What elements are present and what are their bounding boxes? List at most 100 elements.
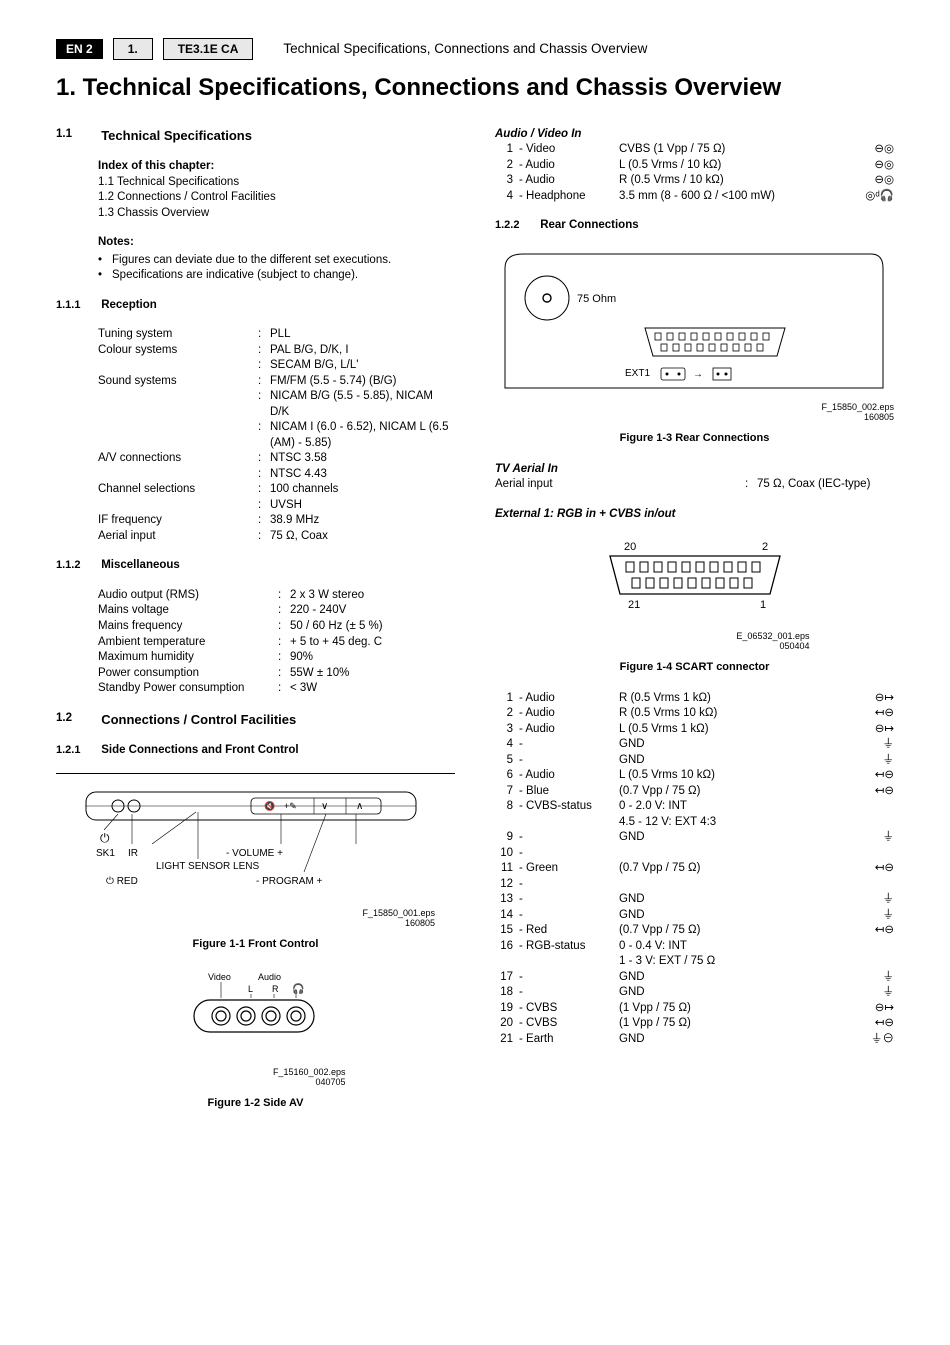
svg-text:🔇: 🔇 bbox=[264, 800, 275, 811]
audio-video-in-list: 1- VideoCVBS (1 Vpp / 75 Ω)⊖◎2- AudioL (… bbox=[495, 142, 894, 204]
spec-row: Colour systems:PAL B/G, D/K, I bbox=[98, 343, 455, 359]
tv-aerial-in-title: TV Aerial In bbox=[495, 462, 894, 478]
scart-pin-row: 19- CVBS(1 Vpp / 75 Ω)⊖↦ bbox=[495, 1001, 894, 1017]
spec-row: Standby Power consumption:< 3W bbox=[98, 681, 455, 697]
figure-1-2-caption: Figure 1-2 Side AV bbox=[56, 1096, 455, 1111]
spec-row: :NTSC 4.43 bbox=[98, 467, 455, 483]
index-title: Index of this chapter: bbox=[98, 159, 455, 175]
sect-1-1-title: Technical Specifications bbox=[101, 128, 252, 143]
scart-pin-row: 15- Red(0.7 Vpp / 75 Ω)↤⊖ bbox=[495, 923, 894, 939]
scart-pin-row: 10- bbox=[495, 846, 894, 862]
sect-1-1-num: 1.1 bbox=[56, 127, 98, 143]
figure-1-4-caption: Figure 1-4 SCART connector bbox=[495, 660, 894, 675]
svg-text:L: L bbox=[248, 984, 253, 994]
scart-pin-row: 18-GND⏚ bbox=[495, 985, 894, 1001]
index-item: 1.3 Chassis Overview bbox=[98, 206, 455, 222]
sect-1-2-2-num: 1.2.2 bbox=[495, 218, 537, 233]
scart-pin-row: 12- bbox=[495, 877, 894, 893]
aerial-input-label: Aerial input bbox=[495, 477, 655, 493]
av-io-row: 1- VideoCVBS (1 Vpp / 75 Ω)⊖◎ bbox=[495, 142, 894, 158]
figure-1-2-side-av: Video Audio L R 🎧 F_15160_002.eps 040705… bbox=[56, 968, 455, 1111]
spec-row: Maximum humidity:90% bbox=[98, 650, 455, 666]
misc-specs: Audio output (RMS):2 x 3 W stereoMains v… bbox=[98, 588, 455, 697]
svg-text:75 Ohm: 75 Ohm bbox=[577, 293, 616, 305]
main-title: 1. Technical Specifications, Connections… bbox=[56, 72, 894, 104]
spec-row: Audio output (RMS):2 x 3 W stereo bbox=[98, 588, 455, 604]
scart-pin-row: 5-GND⏚ bbox=[495, 753, 894, 769]
divider bbox=[56, 773, 455, 774]
svg-text:EXT1: EXT1 bbox=[625, 368, 650, 379]
header-lang-badge: EN 2 bbox=[56, 39, 103, 59]
figure-1-1-front-control: 🔇 +✎ ∨ ∧ ⏻ SK1 IR - VOLUME + LIGHT SENSO… bbox=[56, 784, 455, 952]
page-header: EN 2 1. TE3.1E CA Technical Specificatio… bbox=[56, 38, 894, 60]
scart-pin-row: 13-GND⏚ bbox=[495, 892, 894, 908]
scart-pin-row: 6- AudioL (0.5 Vrms 10 kΩ)↤⊖ bbox=[495, 768, 894, 784]
spec-row: :SECAM B/G, L/L' bbox=[98, 358, 455, 374]
index-item: 1.2 Connections / Control Facilities bbox=[98, 190, 455, 206]
spec-row: :UVSH bbox=[98, 498, 455, 514]
sect-1-2-1-title: Side Connections and Front Control bbox=[101, 744, 298, 756]
scart-pin-row: 11- Green(0.7 Vpp / 75 Ω)↤⊖ bbox=[495, 861, 894, 877]
spec-row: Channel selections:100 channels bbox=[98, 482, 455, 498]
figure-date: 160805 bbox=[405, 918, 435, 928]
sect-1-1-1-title: Reception bbox=[101, 299, 157, 311]
av-io-row: 2- AudioL (0.5 Vrms / 10 kΩ)⊖◎ bbox=[495, 158, 894, 174]
svg-text:∧: ∧ bbox=[356, 801, 363, 812]
scart-pin-row: 2- AudioR (0.5 Vrms 10 kΩ)↤⊖ bbox=[495, 706, 894, 722]
note-item: Figures can deviate due to the different… bbox=[98, 253, 455, 269]
spec-row: Tuning system:PLL bbox=[98, 327, 455, 343]
spec-row: Aerial input:75 Ω, Coax bbox=[98, 529, 455, 545]
svg-text:→: → bbox=[693, 369, 703, 380]
figure-date: 050404 bbox=[779, 641, 809, 651]
right-column: Audio / Video In 1- VideoCVBS (1 Vpp / 7… bbox=[495, 127, 894, 1127]
figure-eps: F_15850_002.eps bbox=[821, 402, 894, 412]
scart-pin-row: 4.5 - 12 V: EXT 4:3 bbox=[495, 815, 894, 831]
svg-text:⏻ RED: ⏻ RED bbox=[106, 876, 138, 887]
spec-row: Mains voltage:220 - 240V bbox=[98, 603, 455, 619]
svg-text:- PROGRAM +: - PROGRAM + bbox=[256, 876, 323, 887]
svg-text:21: 21 bbox=[628, 599, 640, 611]
svg-text:IR: IR bbox=[128, 848, 138, 859]
svg-text:🎧: 🎧 bbox=[292, 982, 304, 995]
scart-pin-row: 1 - 3 V: EXT / 75 Ω bbox=[495, 954, 894, 970]
notes-title: Notes: bbox=[98, 235, 455, 251]
note-item: Specifications are indicative (subject t… bbox=[98, 268, 455, 284]
sect-1-1-2-title: Miscellaneous bbox=[101, 559, 180, 571]
sect-1-2-2-title: Rear Connections bbox=[540, 219, 638, 231]
spec-row: :NICAM I (6.0 - 6.52), NICAM L (6.5 (AM)… bbox=[98, 420, 455, 451]
figure-1-3-rear-connections: 75 Ohm EXT1 → F_15850_002.eps 160805 Fig… bbox=[495, 248, 894, 446]
sect-1-1-2-num: 1.1.2 bbox=[56, 558, 98, 573]
av-io-row: 4- Headphone3.5 mm (8 - 600 Ω / <100 mW)… bbox=[495, 189, 894, 205]
sect-1-1-1-num: 1.1.1 bbox=[56, 298, 98, 313]
scart-pin-row: 4-GND⏚ bbox=[495, 737, 894, 753]
figure-eps: F_15850_001.eps bbox=[362, 908, 435, 918]
svg-text:SK1: SK1 bbox=[96, 848, 115, 859]
spec-row: IF frequency:38.9 MHz bbox=[98, 513, 455, 529]
scart-pin-row: 14-GND⏚ bbox=[495, 908, 894, 924]
svg-text:∨: ∨ bbox=[321, 801, 328, 812]
figure-1-3-caption: Figure 1-3 Rear Connections bbox=[495, 431, 894, 446]
scart-pinout-list: 1- AudioR (0.5 Vrms 1 kΩ)⊖↦2- AudioR (0.… bbox=[495, 691, 894, 1048]
external-1-title: External 1: RGB in + CVBS in/out bbox=[495, 507, 894, 523]
scart-pin-row: 1- AudioR (0.5 Vrms 1 kΩ)⊖↦ bbox=[495, 691, 894, 707]
spec-row: :NICAM B/G (5.5 - 5.85), NICAM D/K bbox=[98, 389, 455, 420]
index-item: 1.1 Technical Specifications bbox=[98, 175, 455, 191]
header-section-num: 1. bbox=[113, 38, 153, 60]
svg-text:1: 1 bbox=[760, 599, 766, 611]
scart-pin-row: 17-GND⏚ bbox=[495, 970, 894, 986]
svg-text:20: 20 bbox=[624, 541, 636, 553]
reception-specs: Tuning system:PLLColour systems:PAL B/G,… bbox=[98, 327, 455, 544]
spec-row: Sound systems:FM/FM (5.5 - 5.74) (B/G) bbox=[98, 374, 455, 390]
left-column: 1.1 Technical Specifications Index of th… bbox=[56, 127, 455, 1127]
sect-1-2-num: 1.2 bbox=[56, 711, 98, 727]
svg-text:+✎: +✎ bbox=[284, 801, 297, 811]
spec-row: Mains frequency:50 / 60 Hz (± 5 %) bbox=[98, 619, 455, 635]
spec-row: Power consumption:55W ± 10% bbox=[98, 666, 455, 682]
figure-eps: E_06532_001.eps bbox=[736, 631, 809, 641]
scart-pin-row: 16- RGB-status0 - 0.4 V: INT bbox=[495, 939, 894, 955]
scart-pin-row: 9-GND⏚ bbox=[495, 830, 894, 846]
scart-pin-row: 3- AudioL (0.5 Vrms 1 kΩ)⊖↦ bbox=[495, 722, 894, 738]
figure-date: 040705 bbox=[315, 1077, 345, 1087]
scart-pin-row: 7- Blue(0.7 Vpp / 75 Ω)↤⊖ bbox=[495, 784, 894, 800]
svg-text:R: R bbox=[272, 984, 279, 994]
